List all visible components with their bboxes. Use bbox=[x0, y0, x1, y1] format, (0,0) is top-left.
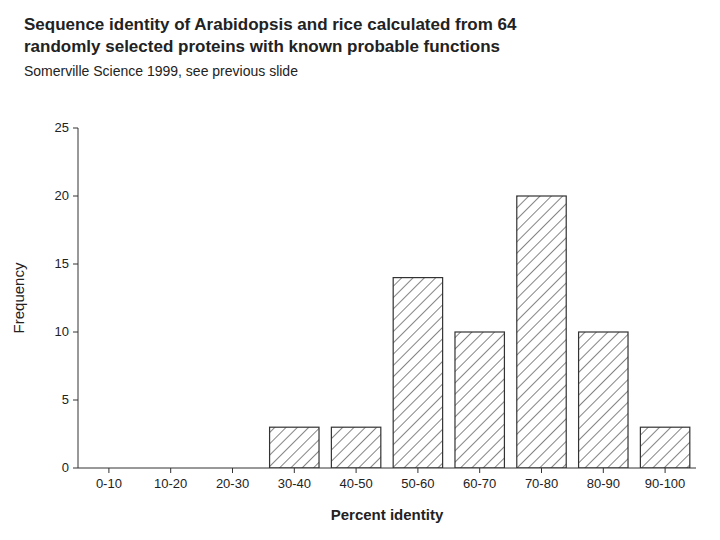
x-tick-label: 0-10 bbox=[96, 476, 122, 491]
bar bbox=[579, 332, 628, 468]
bar bbox=[640, 427, 689, 468]
subtitle: Somerville Science 1999, see previous sl… bbox=[24, 63, 298, 79]
x-tick-label: 60-70 bbox=[463, 476, 496, 491]
y-axis-line bbox=[78, 128, 79, 468]
x-tick bbox=[108, 468, 109, 473]
y-tick bbox=[73, 128, 78, 129]
bar bbox=[331, 427, 380, 468]
x-tick-label: 10-20 bbox=[154, 476, 187, 491]
x-tick-label: 90-100 bbox=[645, 476, 685, 491]
y-tick-label: 5 bbox=[62, 392, 69, 407]
y-tick bbox=[73, 400, 78, 401]
bar bbox=[517, 196, 566, 468]
x-tick-label: 70-80 bbox=[525, 476, 558, 491]
y-tick bbox=[73, 332, 78, 333]
x-tick bbox=[541, 468, 542, 473]
axes: 0 5 10 15 20 25 0-10 10-20 20-30 30-40 40-50 50-60 6… bbox=[55, 120, 696, 491]
x-tick bbox=[603, 468, 604, 473]
x-tick-label: 50-60 bbox=[401, 476, 434, 491]
x-tick-label: 30-40 bbox=[278, 476, 311, 491]
x-tick-label: 20-30 bbox=[216, 476, 249, 491]
y-tick bbox=[73, 264, 78, 265]
x-tick bbox=[665, 468, 666, 473]
y-axis-label: Frequency bbox=[10, 262, 27, 333]
x-tick bbox=[294, 468, 295, 473]
title: Sequence identity of Arabidopsis and ric… bbox=[24, 15, 517, 56]
x-tick bbox=[232, 468, 233, 473]
bar bbox=[393, 278, 442, 468]
title-line: Sequence identity of Arabidopsis and ric… bbox=[24, 15, 517, 34]
chart-container: Sequence identity of Arabidopsis and ric… bbox=[0, 0, 720, 540]
x-tick bbox=[417, 468, 418, 473]
y-tick bbox=[73, 196, 78, 197]
bar bbox=[455, 332, 504, 468]
title-line: randomly selected proteins with known pr… bbox=[24, 37, 500, 56]
bars bbox=[270, 196, 690, 468]
y-tick-label: 10 bbox=[55, 324, 69, 339]
x-tick-label: 40-50 bbox=[339, 476, 372, 491]
chart-svg: Sequence identity of Arabidopsis and ric… bbox=[0, 0, 720, 540]
bar bbox=[270, 427, 319, 468]
y-tick-label: 15 bbox=[55, 256, 69, 271]
y-tick bbox=[73, 468, 78, 469]
y-tick-label: 20 bbox=[55, 188, 69, 203]
x-tick bbox=[170, 468, 171, 473]
y-tick-label: 0 bbox=[62, 460, 69, 475]
x-tick bbox=[479, 468, 480, 473]
y-tick-label: 25 bbox=[55, 120, 69, 135]
x-axis-label: Percent identity bbox=[331, 506, 444, 523]
x-tick-label: 80-90 bbox=[587, 476, 620, 491]
x-tick bbox=[356, 468, 357, 473]
